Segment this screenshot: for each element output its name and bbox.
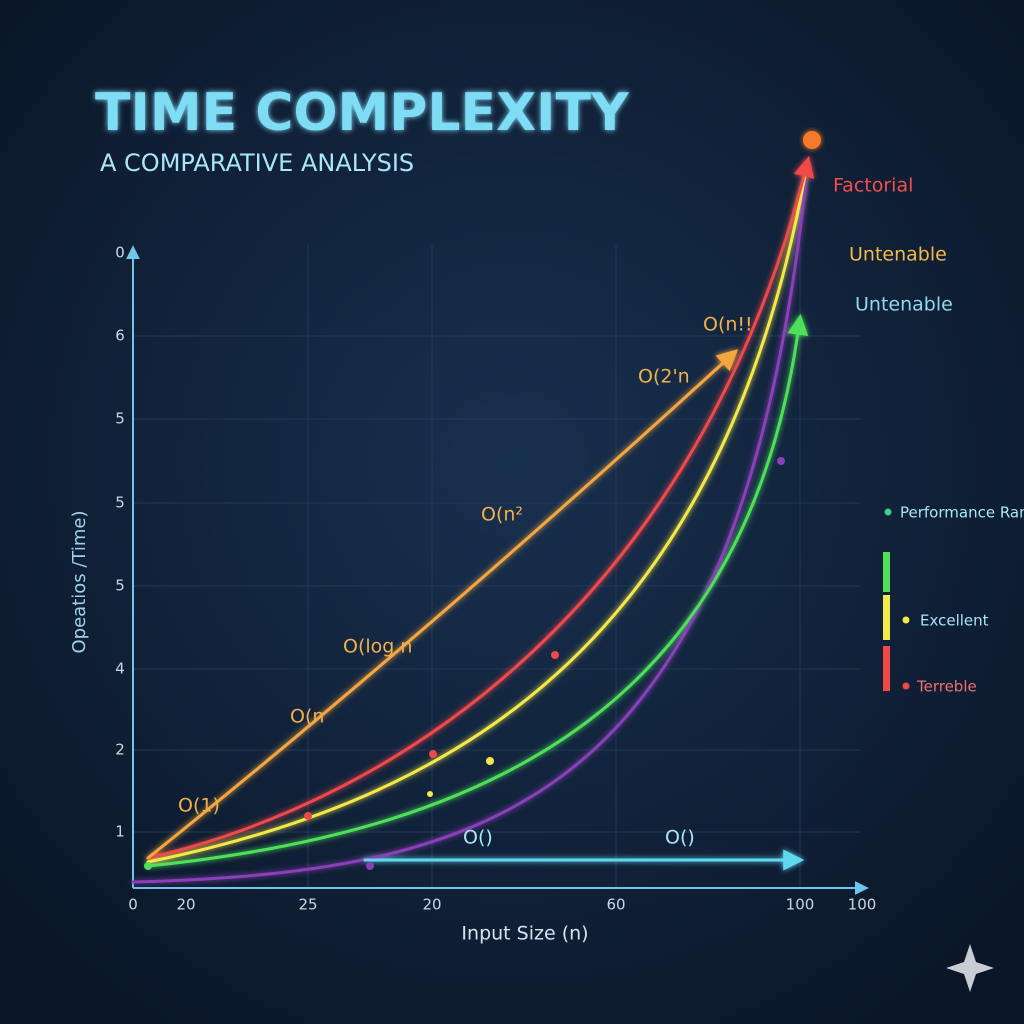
y-tick-label: 1 — [115, 823, 125, 841]
curves — [131, 155, 815, 884]
legend-item: Terreble — [916, 678, 977, 696]
annotation: O(n!! — [703, 314, 753, 336]
curve-red — [146, 155, 815, 860]
x-tick-label: 25 — [298, 896, 317, 914]
x-tick-label: 20 — [422, 896, 441, 914]
annotation: O(n — [290, 706, 324, 728]
x-tick-label: 20 — [176, 896, 195, 914]
x-tick-label: 60 — [606, 896, 625, 914]
x-tick-label: 0 — [128, 896, 138, 914]
y-tick-label: 6 — [115, 327, 125, 345]
legend-title: Performance Rank — [900, 504, 1024, 522]
y-tick-label: 5 — [115, 577, 125, 595]
x-tick-label: 100 — [786, 896, 815, 914]
annotation: O() — [463, 827, 493, 849]
x-axis-label: Input Size (n) — [461, 923, 588, 945]
annotation: O(log n — [343, 636, 412, 658]
y-tick-label: 0 — [115, 244, 125, 262]
curve-yellow — [146, 168, 808, 864]
side-label: Untenable — [855, 294, 953, 316]
side-label: Untenable — [849, 244, 947, 266]
annotation: O() — [665, 827, 695, 849]
curve-purple — [131, 178, 808, 884]
grid — [133, 245, 860, 888]
side-label: Factorial — [833, 175, 913, 197]
legend-item: Excellent — [920, 612, 989, 630]
subtitle: A COMPARATIVE ANALYSIS — [100, 149, 414, 177]
annotation: O(n² — [481, 504, 523, 526]
y-axis-label: Opeatios /Time) — [69, 510, 90, 653]
title: TIME COMPLEXITY — [95, 83, 630, 143]
annotation: O(1) — [178, 795, 220, 817]
curve-green — [146, 313, 809, 868]
axes — [126, 245, 869, 895]
sparkle-icon — [946, 944, 994, 992]
y-tick-label: 5 — [115, 410, 125, 428]
y-tick-label: 4 — [115, 660, 125, 678]
curve-orange — [146, 349, 739, 860]
y-tick-label: 2 — [115, 741, 125, 759]
x-tick-label: 100 — [848, 896, 877, 914]
annotation: O(2'n — [638, 366, 690, 388]
y-tick-label: 5 — [115, 494, 125, 512]
legend: Performance Rank Excellent Terreble — [883, 504, 1024, 696]
markers — [144, 131, 821, 870]
